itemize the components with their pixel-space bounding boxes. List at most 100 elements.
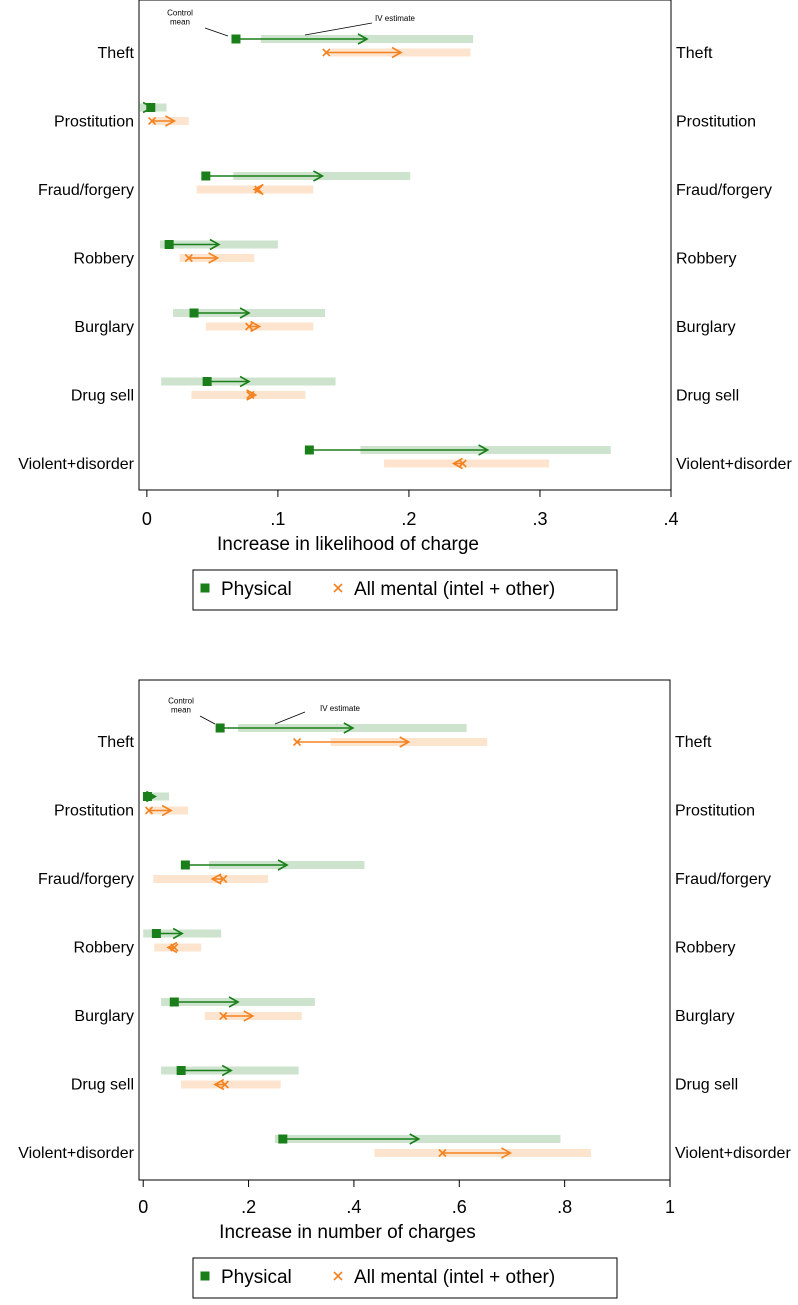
legend-label: Physical <box>221 579 292 600</box>
control-marker <box>169 997 179 1007</box>
control-marker <box>304 445 314 455</box>
legend-label: All mental (intel + other) <box>354 1267 555 1288</box>
arrow-head <box>221 1064 233 1077</box>
y-tick-label-right: Theft <box>676 45 713 62</box>
control-marker <box>215 723 225 733</box>
y-tick-label: Theft <box>98 734 135 751</box>
control-marker <box>164 240 174 249</box>
x-tick-label: .2 <box>401 509 416 529</box>
y-tick-label-right: Fraud/forgery <box>676 182 772 199</box>
arrow-head <box>166 941 178 954</box>
x-tick-label: .2 <box>241 1197 256 1217</box>
control-marker <box>144 806 154 815</box>
y-tick-label-right: Robbery <box>676 250 736 267</box>
legend-marker <box>200 1271 210 1281</box>
control-marker <box>151 929 161 938</box>
x-tick-label: 0 <box>138 1197 148 1217</box>
x-axis-label: Increase in number of charges <box>219 1222 476 1243</box>
arrow-head <box>246 389 258 401</box>
y-tick-label-right: Burglary <box>676 319 736 336</box>
y-tick-label: Violent+disorder <box>18 456 134 473</box>
arrow-head <box>277 859 289 871</box>
arrow-head <box>313 170 325 182</box>
arrow-head <box>252 183 264 196</box>
arrow-head <box>343 722 355 734</box>
arrow-head <box>161 804 173 817</box>
y-tick-label: Prostitution <box>54 803 134 820</box>
annotation: mean <box>170 18 190 27</box>
y-tick-label-right: Drug sell <box>675 1077 738 1094</box>
annotation: Control <box>167 9 193 18</box>
plot-frame <box>138 0 672 491</box>
control-marker <box>245 322 254 331</box>
y-tick-label: Fraud/forgery <box>38 871 134 888</box>
y-tick-label-right: Violent+disorder <box>675 1145 791 1162</box>
control-marker <box>219 874 228 884</box>
x-tick-label: .1 <box>270 509 285 529</box>
y-tick-label: Robbery <box>74 250 134 267</box>
legend-marker <box>333 1271 343 1281</box>
arrow-head <box>239 375 251 388</box>
y-tick-label: Burglary <box>74 1008 134 1025</box>
arrow-head <box>172 927 184 940</box>
annotation: mean <box>171 706 191 715</box>
legend-marker <box>200 583 210 593</box>
y-tick-label: Prostitution <box>54 113 134 130</box>
control-marker <box>180 860 190 870</box>
control-marker <box>142 792 152 801</box>
arrow-head <box>409 1133 421 1145</box>
annotation: Control <box>168 697 194 706</box>
arrow-head <box>228 996 240 1008</box>
legend-marker <box>333 583 343 593</box>
legend-box <box>192 569 618 611</box>
control-marker <box>246 390 255 400</box>
y-tick-label: Drug sell <box>71 1077 134 1094</box>
x-tick-label: .4 <box>663 509 678 529</box>
ci-band <box>384 459 550 468</box>
control-marker <box>170 943 179 952</box>
ci-band <box>191 391 306 399</box>
arrow-head <box>239 307 251 319</box>
control-marker <box>176 1066 186 1075</box>
arrow-head <box>243 1010 255 1022</box>
control-marker <box>146 103 156 112</box>
control-marker <box>202 377 212 386</box>
y-tick-label: Drug sell <box>71 387 134 404</box>
plot-frame <box>138 679 671 1181</box>
arrow-head <box>391 46 403 59</box>
control-marker <box>219 1011 228 1021</box>
arrow-head <box>399 736 411 748</box>
arrow-head <box>164 115 177 127</box>
annotation-leader <box>204 27 229 37</box>
arrow-head <box>357 33 369 45</box>
arrow-head <box>478 444 490 456</box>
arrow-head <box>210 873 222 885</box>
arrow-head <box>500 1147 513 1159</box>
y-tick-label-right: Burglary <box>675 1008 735 1025</box>
y-tick-label: Burglary <box>74 319 134 336</box>
ci-band <box>154 943 202 952</box>
x-tick-label: .6 <box>452 1197 467 1217</box>
control-marker <box>254 185 263 194</box>
control-marker <box>220 1080 229 1089</box>
arrow-head <box>209 238 221 251</box>
x-tick-label: .3 <box>532 509 547 529</box>
legend-label: All mental (intel + other) <box>354 579 555 600</box>
arrow-head <box>213 1078 225 1091</box>
control-marker <box>438 1148 447 1158</box>
y-tick-label-right: Robbery <box>675 940 735 957</box>
x-tick-label: 0 <box>142 509 152 529</box>
x-axis-label: Increase in likelihood of charge <box>217 534 479 555</box>
y-tick-label-right: Drug sell <box>676 387 739 404</box>
y-tick-label: Fraud/forgery <box>38 182 134 199</box>
y-tick-label-right: Prostitution <box>676 113 756 130</box>
x-tick-label: .4 <box>346 1197 361 1217</box>
y-tick-label-right: Fraud/forgery <box>675 871 771 888</box>
control-marker <box>189 308 199 318</box>
y-tick-label-right: Theft <box>675 734 712 751</box>
annotation-leader <box>199 715 216 725</box>
y-tick-label: Theft <box>98 45 135 62</box>
control-marker <box>231 34 241 44</box>
control-marker <box>322 48 331 57</box>
